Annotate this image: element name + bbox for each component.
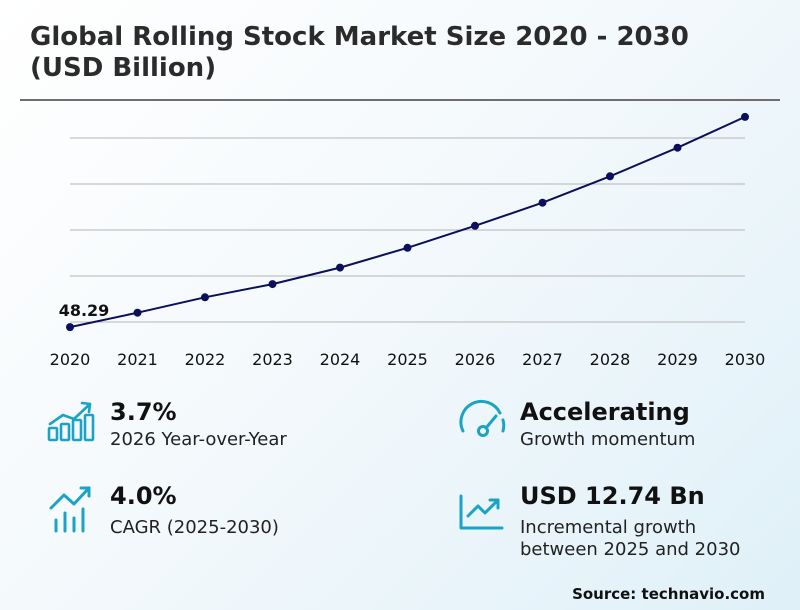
speedometer-icon xyxy=(459,399,506,437)
x-tick-label: 2026 xyxy=(455,350,496,369)
data-point xyxy=(201,293,209,302)
stat-incremental-value: USD 12.74 Bn xyxy=(520,482,705,510)
stat-momentum-label: Growth momentum xyxy=(520,429,696,450)
data-labels: 48.29 xyxy=(59,301,110,320)
x-tick-labels: 2020 2021 2022 2023 2024 2025 2026 2027 2028 2029… xyxy=(50,350,766,369)
trend-bars-icon xyxy=(49,486,91,533)
data-points xyxy=(66,112,749,332)
stat-cagr-label: CAGR (2025-2030) xyxy=(110,517,279,538)
x-tick-label: 2028 xyxy=(590,350,631,369)
stat-momentum-value: Accelerating xyxy=(520,398,690,426)
stat-incremental-label-line1: Incremental growth xyxy=(520,517,697,538)
data-point xyxy=(268,280,277,289)
x-tick-label: 2023 xyxy=(252,350,293,369)
stat-yoy: 3.7% 2026 Year-over-Year xyxy=(47,398,367,458)
x-tick-label: 2027 xyxy=(522,350,563,369)
x-tick-label: 2020 xyxy=(50,350,91,369)
series-line xyxy=(69,115,746,329)
data-point xyxy=(471,221,479,230)
x-tick-label: 2022 xyxy=(185,350,226,369)
x-tick-label: 2030 xyxy=(725,350,766,369)
title-divider xyxy=(20,99,780,101)
data-point xyxy=(741,112,749,121)
x-tick-label: 2024 xyxy=(320,350,361,369)
bar-chart-growth-icon xyxy=(47,401,95,442)
data-point xyxy=(133,308,142,317)
data-label: 48.29 xyxy=(59,301,110,320)
data-point xyxy=(606,172,614,181)
data-point xyxy=(336,263,344,272)
line-chart: 2020 2021 2022 2023 2024 2025 2026 2027 2028 2029… xyxy=(50,112,766,369)
stat-momentum: Accelerating Growth momentum xyxy=(458,398,778,458)
x-tick-label: 2029 xyxy=(657,350,698,369)
line-chart-up-icon xyxy=(459,494,504,530)
x-tick-label: 2021 xyxy=(117,350,158,369)
source-credit: Source: technavio.com xyxy=(572,585,765,603)
stat-incremental: USD 12.74 Bn Incremental growth between … xyxy=(458,482,788,562)
chart-title: Global Rolling Stock Market Size 2020 - … xyxy=(30,22,689,83)
stat-cagr: 4.0% CAGR (2025-2030) xyxy=(47,482,367,542)
data-point xyxy=(538,198,547,207)
grid-lines xyxy=(70,137,745,323)
data-point xyxy=(66,323,74,332)
data-point xyxy=(673,143,682,152)
stat-yoy-value: 3.7% xyxy=(110,398,177,426)
x-tick-label: 2025 xyxy=(387,350,428,369)
data-point xyxy=(403,243,412,252)
stat-cagr-value: 4.0% xyxy=(110,482,177,510)
stat-incremental-label-line2: between 2025 and 2030 xyxy=(520,539,741,560)
stat-yoy-label: 2026 Year-over-Year xyxy=(110,429,287,450)
